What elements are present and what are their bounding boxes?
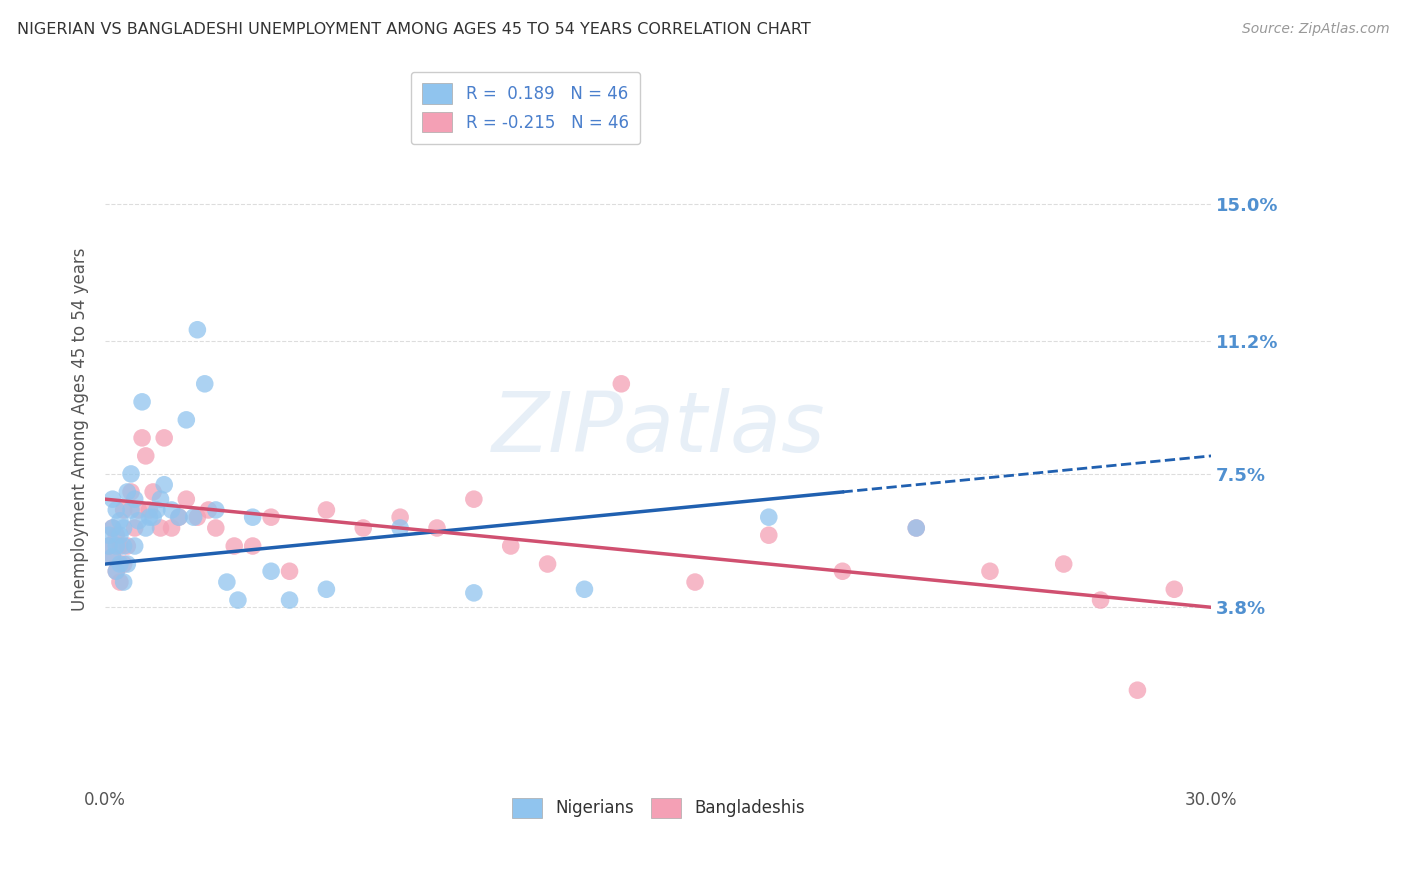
Point bbox=[112, 539, 135, 553]
Point bbox=[101, 521, 124, 535]
Point bbox=[112, 503, 135, 517]
Point bbox=[124, 521, 146, 535]
Point bbox=[112, 575, 135, 590]
Point bbox=[389, 510, 412, 524]
Point bbox=[105, 539, 128, 553]
Point bbox=[197, 503, 219, 517]
Point bbox=[120, 503, 142, 517]
Point bbox=[105, 564, 128, 578]
Point bbox=[683, 575, 706, 590]
Point bbox=[105, 528, 128, 542]
Point bbox=[1053, 557, 1076, 571]
Point bbox=[142, 485, 165, 500]
Point bbox=[176, 492, 198, 507]
Point bbox=[101, 549, 124, 564]
Point bbox=[979, 564, 1001, 578]
Point bbox=[194, 376, 217, 391]
Point bbox=[1090, 593, 1112, 607]
Point bbox=[149, 521, 172, 535]
Point bbox=[131, 431, 153, 445]
Point bbox=[131, 394, 153, 409]
Point bbox=[315, 582, 337, 597]
Text: ZIPatlas: ZIPatlas bbox=[491, 388, 825, 469]
Point bbox=[127, 514, 149, 528]
Point bbox=[120, 467, 142, 481]
Point bbox=[160, 521, 183, 535]
Point bbox=[105, 503, 128, 517]
Point bbox=[463, 492, 485, 507]
Y-axis label: Unemployment Among Ages 45 to 54 years: Unemployment Among Ages 45 to 54 years bbox=[72, 247, 89, 611]
Point bbox=[120, 485, 142, 500]
Point bbox=[138, 503, 160, 517]
Point bbox=[108, 528, 131, 542]
Point bbox=[153, 477, 176, 491]
Point bbox=[167, 510, 190, 524]
Point bbox=[167, 510, 190, 524]
Point bbox=[108, 514, 131, 528]
Point bbox=[101, 521, 124, 535]
Point bbox=[260, 510, 283, 524]
Point bbox=[1126, 683, 1149, 698]
Point bbox=[204, 503, 226, 517]
Point bbox=[758, 510, 780, 524]
Point bbox=[352, 521, 374, 535]
Point bbox=[153, 431, 176, 445]
Point bbox=[97, 539, 120, 553]
Text: Source: ZipAtlas.com: Source: ZipAtlas.com bbox=[1241, 22, 1389, 37]
Point bbox=[142, 510, 165, 524]
Legend: Nigerians, Bangladeshis: Nigerians, Bangladeshis bbox=[505, 791, 811, 825]
Point bbox=[108, 557, 131, 571]
Point bbox=[160, 503, 183, 517]
Point bbox=[463, 586, 485, 600]
Point bbox=[108, 575, 131, 590]
Point bbox=[186, 323, 208, 337]
Point bbox=[186, 510, 208, 524]
Point bbox=[204, 521, 226, 535]
Point bbox=[146, 503, 169, 517]
Point bbox=[260, 564, 283, 578]
Point bbox=[315, 503, 337, 517]
Point bbox=[97, 539, 120, 553]
Point bbox=[124, 492, 146, 507]
Point bbox=[135, 521, 157, 535]
Point bbox=[108, 539, 131, 553]
Point bbox=[215, 575, 238, 590]
Point bbox=[112, 521, 135, 535]
Point bbox=[536, 557, 558, 571]
Point bbox=[831, 564, 853, 578]
Point bbox=[1163, 582, 1185, 597]
Point bbox=[124, 539, 146, 553]
Point bbox=[758, 528, 780, 542]
Point bbox=[149, 492, 172, 507]
Point bbox=[101, 492, 124, 507]
Text: NIGERIAN VS BANGLADESHI UNEMPLOYMENT AMONG AGES 45 TO 54 YEARS CORRELATION CHART: NIGERIAN VS BANGLADESHI UNEMPLOYMENT AMO… bbox=[17, 22, 811, 37]
Point bbox=[426, 521, 449, 535]
Point bbox=[101, 549, 124, 564]
Point bbox=[905, 521, 928, 535]
Point bbox=[105, 564, 128, 578]
Point bbox=[242, 539, 264, 553]
Point bbox=[127, 503, 149, 517]
Point bbox=[574, 582, 596, 597]
Point bbox=[97, 528, 120, 542]
Point bbox=[278, 593, 301, 607]
Point bbox=[112, 557, 135, 571]
Point bbox=[117, 539, 139, 553]
Point bbox=[224, 539, 246, 553]
Point bbox=[183, 510, 205, 524]
Point bbox=[905, 521, 928, 535]
Point bbox=[278, 564, 301, 578]
Point bbox=[242, 510, 264, 524]
Point bbox=[135, 449, 157, 463]
Point bbox=[138, 510, 160, 524]
Point bbox=[499, 539, 522, 553]
Point bbox=[226, 593, 249, 607]
Point bbox=[117, 557, 139, 571]
Point bbox=[610, 376, 633, 391]
Point bbox=[117, 485, 139, 500]
Point bbox=[176, 413, 198, 427]
Point bbox=[389, 521, 412, 535]
